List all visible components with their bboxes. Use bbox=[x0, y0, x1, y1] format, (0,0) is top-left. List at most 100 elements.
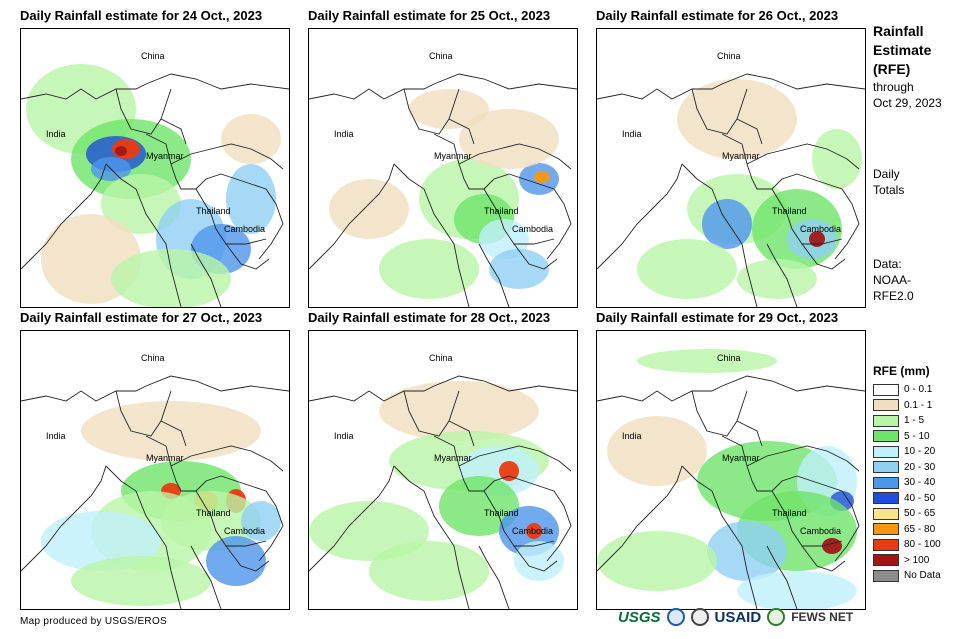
rfe-title-2: Estimate bbox=[873, 42, 932, 58]
country-boundary bbox=[681, 163, 758, 307]
map-label-thailand: Thailand bbox=[196, 206, 231, 216]
rainfall-map: China India Myanmar Thailand Cambodia bbox=[596, 28, 866, 308]
rainfall-map: China India Myanmar Thailand Cambodia bbox=[308, 28, 578, 308]
fews-net-logo: FEWS NET bbox=[791, 610, 854, 624]
country-boundary bbox=[448, 118, 475, 145]
rainfall-area bbox=[221, 114, 281, 164]
rainfall-area bbox=[514, 541, 564, 581]
country-boundary bbox=[597, 73, 865, 100]
through-label: through bbox=[873, 80, 914, 94]
rainfall-area bbox=[439, 476, 519, 536]
rainfall-area bbox=[206, 536, 266, 586]
legend-row: 80 - 100 bbox=[873, 537, 965, 553]
map-label-thailand: Thailand bbox=[484, 206, 519, 216]
legend-label: > 100 bbox=[904, 554, 930, 566]
legend-row: No Data bbox=[873, 568, 965, 584]
map-label-cambodia: Cambodia bbox=[512, 526, 553, 536]
rainfall-area bbox=[499, 461, 519, 481]
country-boundary bbox=[170, 445, 284, 472]
country-boundary bbox=[691, 88, 748, 135]
rainfall-area bbox=[226, 164, 276, 234]
country-boundary bbox=[115, 88, 172, 135]
doc-seal-icon bbox=[690, 608, 709, 626]
sidebar: Rainfall Estimate (RFE) through Oct 29, … bbox=[873, 22, 967, 111]
rainfall-area bbox=[607, 416, 707, 486]
rainfall-area bbox=[809, 231, 825, 247]
rainfall-area bbox=[637, 239, 737, 299]
country-boundary bbox=[597, 163, 683, 270]
country-boundary bbox=[21, 163, 107, 270]
country-boundary bbox=[513, 545, 558, 572]
rainfall-area bbox=[479, 219, 529, 259]
country-boundary bbox=[225, 545, 270, 572]
map-label-cambodia: Cambodia bbox=[800, 526, 841, 536]
country-boundary bbox=[309, 465, 395, 572]
rainfall-map: China India Myanmar Thailand Cambodia bbox=[20, 330, 290, 610]
legend-row: 20 - 30 bbox=[873, 460, 965, 476]
rainfall-area bbox=[707, 521, 787, 581]
map-label-cambodia: Cambodia bbox=[800, 224, 841, 234]
country-boundary bbox=[458, 445, 572, 472]
country-boundary bbox=[115, 390, 172, 437]
map-label-myanmar: Myanmar bbox=[722, 453, 760, 463]
country-boundary bbox=[309, 163, 395, 270]
legend: RFE (mm) 0 - 0.1 0.1 - 1 1 - 5 5 - 10 10 - 2… bbox=[873, 364, 965, 584]
country-boundary bbox=[508, 173, 572, 260]
map-label-china: China bbox=[429, 353, 453, 363]
country-boundary bbox=[190, 545, 222, 609]
map-label-india: India bbox=[622, 431, 642, 441]
map-label-cambodia: Cambodia bbox=[224, 526, 265, 536]
panel-title: Daily Rainfall estimate for 29 Oct., 202… bbox=[596, 310, 839, 325]
country-boundary bbox=[220, 173, 284, 260]
country-boundary bbox=[195, 490, 267, 547]
country-boundary bbox=[170, 143, 284, 170]
daily-totals-note: Daily Totals bbox=[873, 166, 904, 198]
legend-label: 0 - 0.1 bbox=[904, 384, 933, 396]
map-label-china: China bbox=[141, 353, 165, 363]
country-boundary bbox=[766, 243, 798, 307]
rainfall-map: China India Myanmar Thailand Cambodia bbox=[20, 28, 290, 308]
map-label-myanmar: Myanmar bbox=[722, 151, 760, 161]
country-boundary bbox=[796, 173, 860, 260]
map-label-thailand: Thailand bbox=[196, 508, 231, 518]
legend-row: 5 - 10 bbox=[873, 429, 965, 445]
country-boundary bbox=[771, 490, 843, 547]
country-boundary bbox=[195, 188, 267, 245]
legend-label: 0.1 - 1 bbox=[904, 399, 933, 411]
fews-globe-icon bbox=[767, 608, 786, 626]
panel-title: Daily Rainfall estimate for 24 Oct., 202… bbox=[20, 8, 263, 23]
legend-label: 20 - 30 bbox=[904, 461, 936, 473]
country-boundary bbox=[721, 133, 798, 190]
country-boundary bbox=[403, 390, 460, 437]
country-boundary bbox=[508, 475, 572, 562]
country-boundary bbox=[721, 435, 798, 492]
legend-label: 40 - 50 bbox=[904, 492, 936, 504]
legend-swatch bbox=[873, 492, 899, 505]
data-source-note: Data: NOAA- RFE2.0 bbox=[873, 256, 914, 304]
country-boundary bbox=[681, 465, 758, 609]
legend-row: 40 - 50 bbox=[873, 491, 965, 507]
rfe2-label: RFE2.0 bbox=[873, 289, 914, 303]
map-label-india: India bbox=[46, 431, 66, 441]
country-boundary bbox=[433, 435, 510, 492]
country-boundary bbox=[220, 475, 284, 562]
map-label-thailand: Thailand bbox=[484, 508, 519, 518]
panel-title: Daily Rainfall estimate for 25 Oct., 202… bbox=[308, 8, 551, 23]
logos: USGS USAID FEWS NET bbox=[618, 608, 853, 626]
rainfall-area bbox=[459, 109, 559, 169]
panel-title: Daily Rainfall estimate for 28 Oct., 202… bbox=[308, 310, 551, 325]
rainfall-area bbox=[534, 171, 550, 183]
country-boundary bbox=[160, 118, 187, 145]
country-boundary bbox=[483, 490, 555, 547]
country-boundary bbox=[736, 420, 763, 447]
rainfall-area bbox=[379, 239, 479, 299]
rainfall-area bbox=[81, 401, 261, 461]
legend-label: No Data bbox=[904, 570, 941, 582]
legend-row: 10 - 20 bbox=[873, 444, 965, 460]
legend-row: 65 - 80 bbox=[873, 522, 965, 538]
map-credit: Map produced by USGS/EROS bbox=[20, 616, 168, 627]
country-boundary bbox=[145, 435, 222, 492]
panel-title: Daily Rainfall estimate for 26 Oct., 202… bbox=[596, 8, 839, 23]
map-label-china: China bbox=[141, 51, 165, 61]
rainfall-area bbox=[737, 259, 817, 299]
